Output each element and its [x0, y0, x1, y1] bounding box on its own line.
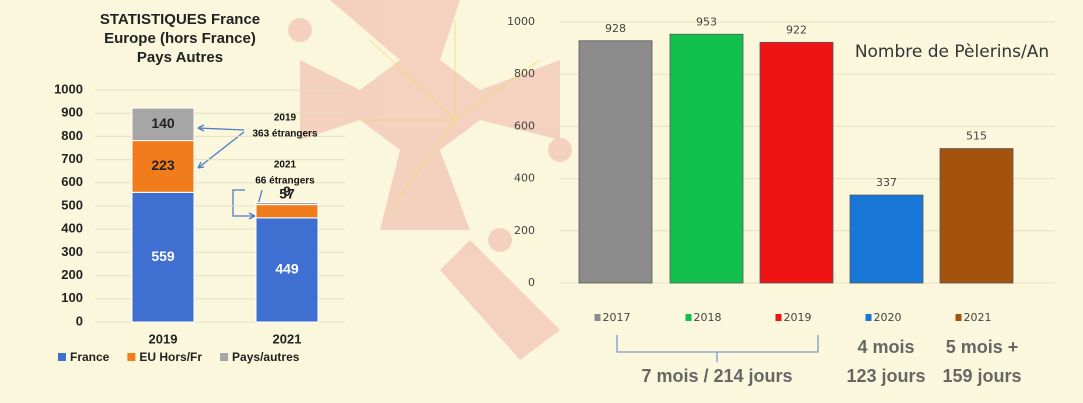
x-tick-label: 2021 [273, 331, 302, 346]
y-tick-label: 800 [514, 67, 535, 80]
annotation: 4 mois [857, 337, 914, 357]
legend-label: EU Hors/Fr [139, 350, 202, 364]
y-tick-label: 500 [61, 197, 83, 212]
y-tick-label: 100 [61, 290, 83, 305]
value-label: 449 [275, 261, 299, 277]
legend-label: 2017 [603, 311, 631, 324]
legend-label: Pays/autres [232, 350, 300, 364]
x-tick-label: 2019 [149, 331, 178, 346]
y-tick-label: 600 [61, 174, 83, 189]
chart-title: Pays Autres [137, 49, 223, 66]
legend-swatch [686, 314, 692, 321]
y-tick-label: 400 [514, 172, 535, 185]
legend-label: 2018 [694, 311, 722, 324]
annotation: 66 étrangers [255, 176, 315, 187]
y-tick-label: 900 [61, 105, 83, 120]
annotation: 123 jours [846, 366, 925, 386]
bar [940, 149, 1013, 283]
y-tick-label: 0 [76, 313, 83, 328]
y-tick-label: 1000 [507, 15, 535, 28]
bar [760, 42, 833, 283]
legend-label: 2020 [874, 311, 902, 324]
annotation: 363 étrangers [252, 129, 317, 140]
value-label: 922 [786, 23, 807, 36]
legend-swatch [776, 314, 782, 321]
value-label: 559 [151, 248, 175, 264]
legend-label: 2021 [964, 311, 992, 324]
y-tick-label: 400 [61, 221, 83, 236]
value-label: 337 [876, 176, 897, 189]
y-tick-label: 600 [514, 119, 535, 132]
annotation: 7 mois / 214 jours [641, 366, 792, 386]
annotation: 2021 [274, 160, 297, 171]
legend-swatch [866, 314, 872, 321]
y-tick-label: 700 [61, 151, 83, 166]
legend-label: 2019 [784, 311, 812, 324]
bar-segment [256, 205, 318, 218]
legend-swatch [58, 353, 66, 361]
value-label: 140 [151, 115, 175, 131]
y-tick-label: 0 [528, 276, 535, 289]
value-label: 953 [696, 15, 717, 28]
bar-segment [256, 203, 318, 205]
legend-swatch [956, 314, 962, 321]
chart-title: STATISTIQUES France [100, 11, 260, 28]
value-label: 515 [966, 130, 987, 143]
y-tick-label: 800 [61, 128, 83, 143]
y-tick-label: 200 [514, 224, 535, 237]
chart-title: Europe (hors France) [104, 30, 256, 47]
legend-swatch [220, 353, 228, 361]
bar [670, 34, 743, 283]
legend-label: France [70, 350, 110, 364]
legend-swatch [127, 353, 135, 361]
y-tick-label: 200 [61, 267, 83, 282]
bar [579, 41, 652, 283]
bar [850, 195, 923, 283]
chart-title: Nombre de Pèlerins/An [855, 42, 1049, 62]
annotation: 2019 [274, 113, 297, 124]
annotation: 5 mois + [946, 337, 1019, 357]
legend-swatch [595, 314, 601, 321]
value-label: 928 [605, 22, 626, 35]
page: STATISTIQUES France Europe (hors France) P… [0, 0, 1083, 403]
y-tick-label: 1000 [54, 81, 83, 96]
y-tick-label: 300 [61, 244, 83, 259]
value-label: 223 [151, 157, 175, 173]
annotation: 159 jours [942, 366, 1021, 386]
